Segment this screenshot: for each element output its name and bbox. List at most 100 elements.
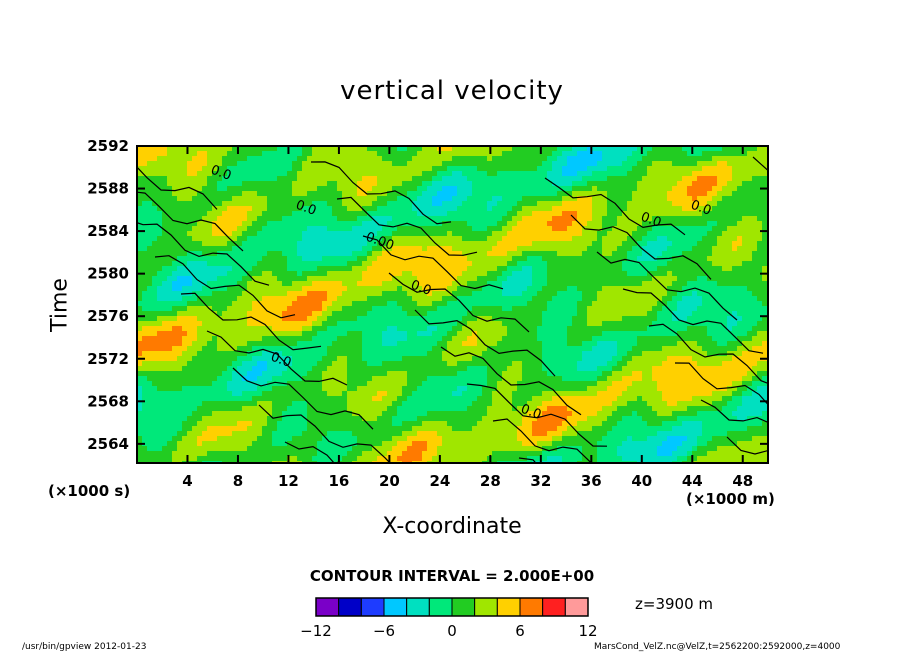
heatmap-cell bbox=[477, 281, 483, 287]
heatmap-cell bbox=[602, 226, 608, 232]
heatmap-cell bbox=[702, 306, 708, 312]
heatmap-cell bbox=[527, 281, 533, 287]
heatmap-cell bbox=[442, 256, 448, 262]
heatmap-cell bbox=[627, 221, 633, 227]
heatmap-cell bbox=[302, 231, 308, 237]
heatmap-cell bbox=[492, 206, 498, 212]
heatmap-cell bbox=[152, 291, 158, 297]
heatmap-cell bbox=[582, 336, 588, 342]
heatmap-cell bbox=[417, 176, 423, 182]
heatmap-cell bbox=[577, 231, 583, 237]
heatmap-cell bbox=[142, 186, 148, 192]
heatmap-cell bbox=[647, 241, 653, 247]
heatmap-cell bbox=[447, 291, 453, 297]
heatmap-cell bbox=[667, 161, 673, 167]
heatmap-cell bbox=[352, 211, 358, 217]
heatmap-cell bbox=[182, 241, 188, 247]
heatmap-cell bbox=[577, 151, 583, 157]
heatmap-cell bbox=[177, 166, 183, 172]
heatmap-cell bbox=[362, 206, 368, 212]
heatmap-cell bbox=[327, 211, 333, 217]
heatmap-cell bbox=[502, 211, 508, 217]
heatmap-cell bbox=[507, 206, 513, 212]
heatmap-cell bbox=[257, 271, 263, 277]
heatmap-cell bbox=[507, 221, 513, 227]
heatmap-cell bbox=[707, 271, 713, 277]
heatmap-cell bbox=[747, 246, 753, 252]
heatmap-cell bbox=[532, 186, 538, 192]
heatmap-cell bbox=[637, 281, 643, 287]
heatmap-cell bbox=[472, 216, 478, 222]
heatmap-cell bbox=[492, 166, 498, 172]
heatmap-cell bbox=[337, 236, 343, 242]
heatmap-cell bbox=[332, 276, 338, 282]
heatmap-cell bbox=[462, 201, 468, 207]
heatmap-cell bbox=[612, 266, 618, 272]
heatmap-cell bbox=[277, 266, 283, 272]
heatmap-cell bbox=[287, 336, 293, 342]
heatmap-cell bbox=[502, 266, 508, 272]
heatmap-cell bbox=[477, 266, 483, 272]
heatmap-cell bbox=[572, 306, 578, 312]
heatmap-cell bbox=[287, 161, 293, 167]
heatmap-cell bbox=[247, 221, 253, 227]
heatmap-cell bbox=[152, 166, 158, 172]
heatmap-cell bbox=[442, 191, 448, 197]
heatmap-cell bbox=[482, 201, 488, 207]
heatmap-cell bbox=[677, 281, 683, 287]
heatmap-cell bbox=[287, 281, 293, 287]
heatmap-cell bbox=[687, 181, 693, 187]
heatmap-cell bbox=[692, 246, 698, 252]
heatmap-cell bbox=[722, 336, 728, 342]
heatmap-cell bbox=[387, 156, 393, 162]
heatmap-cell bbox=[327, 191, 333, 197]
heatmap-cell bbox=[642, 271, 648, 277]
heatmap-cell bbox=[437, 321, 443, 327]
heatmap-cell bbox=[612, 221, 618, 227]
heatmap-cell bbox=[532, 306, 538, 312]
heatmap-cell bbox=[177, 156, 183, 162]
heatmap-cell bbox=[697, 336, 703, 342]
heatmap-cell bbox=[202, 321, 208, 327]
heatmap-cell bbox=[297, 271, 303, 277]
heatmap-cell bbox=[717, 196, 723, 202]
heatmap-cell bbox=[392, 146, 398, 152]
heatmap-cell bbox=[642, 171, 648, 177]
heatmap-cell bbox=[327, 226, 333, 232]
heatmap-cell bbox=[142, 171, 148, 177]
heatmap-cell bbox=[257, 211, 263, 217]
heatmap-cell bbox=[292, 326, 298, 332]
heatmap-cell bbox=[607, 206, 613, 212]
heatmap-cell bbox=[747, 286, 753, 292]
heatmap-cell bbox=[747, 196, 753, 202]
heatmap-cell bbox=[702, 316, 708, 322]
heatmap-cell bbox=[187, 261, 193, 267]
heatmap-cell bbox=[542, 221, 548, 227]
heatmap-cell bbox=[202, 336, 208, 342]
heatmap-cell bbox=[662, 181, 668, 187]
heatmap-cell bbox=[392, 151, 398, 157]
heatmap-cell bbox=[722, 156, 728, 162]
heatmap-cell bbox=[512, 211, 518, 217]
heatmap-cell bbox=[637, 311, 643, 317]
heatmap-cell bbox=[147, 266, 153, 272]
heatmap-cell bbox=[397, 171, 403, 177]
heatmap-cell bbox=[222, 206, 228, 212]
heatmap-cell bbox=[292, 296, 298, 302]
heatmap-cell bbox=[272, 161, 278, 167]
heatmap-cell bbox=[522, 316, 528, 322]
heatmap-cell bbox=[357, 301, 363, 307]
heatmap-cell bbox=[482, 221, 488, 227]
heatmap-cell bbox=[737, 146, 743, 152]
heatmap-cell bbox=[272, 216, 278, 222]
heatmap-cell bbox=[702, 271, 708, 277]
heatmap-cell bbox=[477, 246, 483, 252]
heatmap-cell bbox=[617, 246, 623, 252]
heatmap-cell bbox=[217, 271, 223, 277]
heatmap-cell bbox=[477, 216, 483, 222]
heatmap-cell bbox=[347, 156, 353, 162]
heatmap-cell bbox=[652, 181, 658, 187]
heatmap-cell bbox=[507, 316, 513, 322]
heatmap-cell bbox=[372, 291, 378, 297]
heatmap-cell bbox=[677, 146, 683, 152]
